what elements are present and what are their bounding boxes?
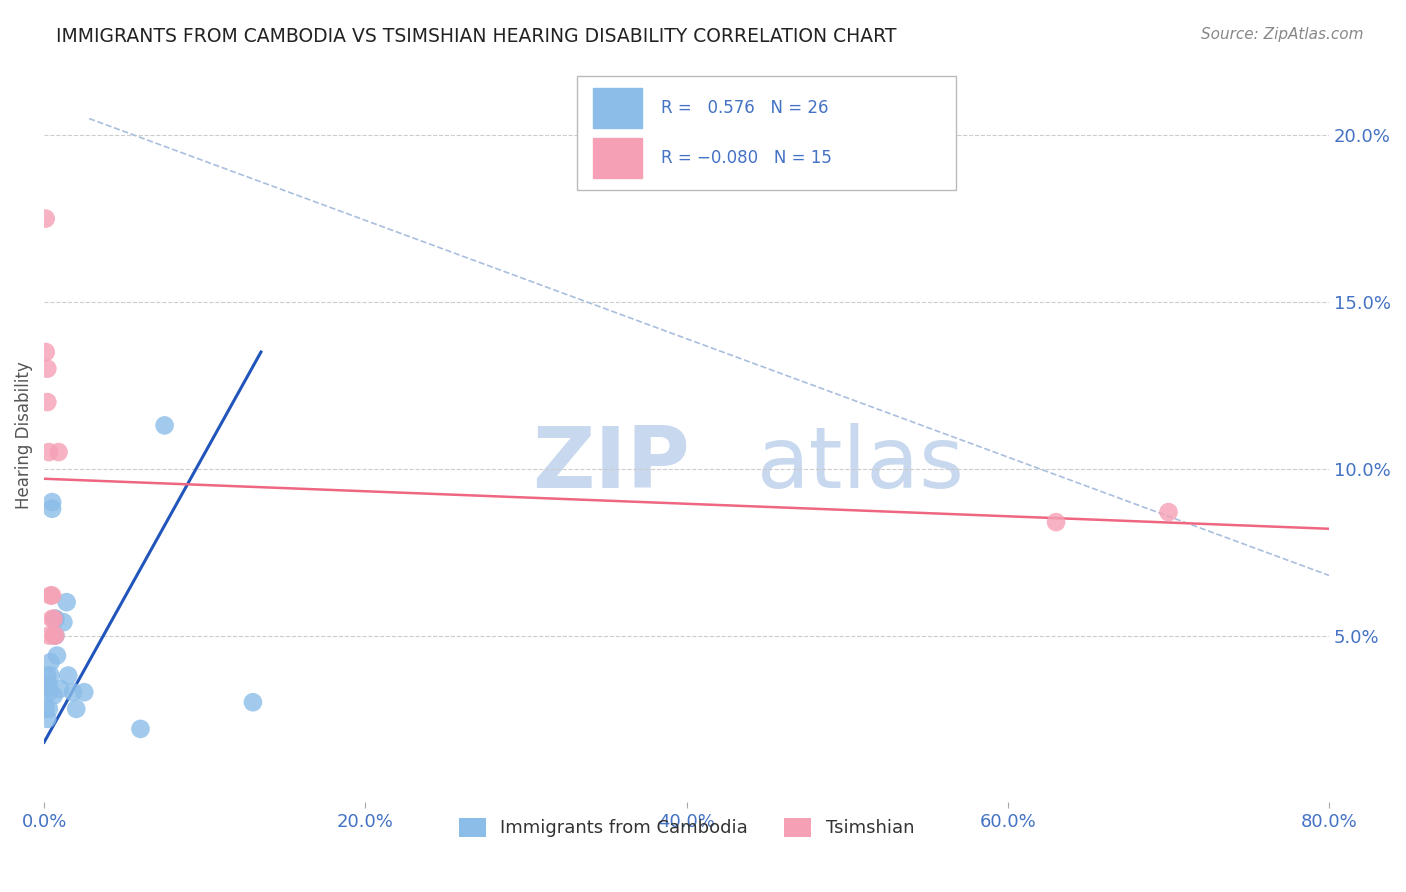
FancyBboxPatch shape [578, 76, 956, 190]
Point [242, 695, 264, 709]
Point [44, 612, 66, 626]
Point [38, 628, 60, 642]
Point [37, 361, 59, 376]
Point [35, 679, 58, 693]
Bar [593, 88, 641, 128]
Point [35, 702, 58, 716]
Point [38, 679, 60, 693]
Point [41, 501, 63, 516]
Point [42, 689, 65, 703]
Point [37, 712, 59, 726]
Point [55, 595, 77, 609]
Point [38, 702, 60, 716]
Point [44, 628, 66, 642]
Point [1045, 515, 1067, 529]
Point [65, 702, 87, 716]
Point [41, 495, 63, 509]
Point [39, 589, 62, 603]
Point [38, 445, 60, 459]
Point [73, 685, 96, 699]
Point [46, 648, 69, 663]
Point [41, 589, 63, 603]
Text: Source: ZipAtlas.com: Source: ZipAtlas.com [1201, 27, 1364, 42]
Point [35, 211, 58, 226]
Point [42, 628, 65, 642]
Point [1157, 505, 1180, 519]
Point [35, 345, 58, 359]
Point [52, 615, 75, 629]
Point [38, 685, 60, 699]
Bar [593, 138, 641, 178]
Point [44, 612, 66, 626]
Text: R =   0.576   N = 26: R = 0.576 N = 26 [661, 99, 828, 117]
Point [153, 418, 176, 433]
Text: IMMIGRANTS FROM CAMBODIA VS TSIMSHIAN HEARING DISABILITY CORRELATION CHART: IMMIGRANTS FROM CAMBODIA VS TSIMSHIAN HE… [56, 27, 897, 45]
Y-axis label: Hearing Disability: Hearing Disability [15, 361, 32, 509]
Point [39, 655, 62, 669]
Point [62, 685, 84, 699]
Point [49, 681, 72, 696]
Legend: Immigrants from Cambodia, Tsimshian: Immigrants from Cambodia, Tsimshian [451, 811, 921, 845]
Text: ZIP: ZIP [533, 423, 690, 507]
Point [48, 445, 70, 459]
Point [37, 395, 59, 409]
Point [41, 612, 63, 626]
Point [39, 668, 62, 682]
Text: R = −0.080   N = 15: R = −0.080 N = 15 [661, 149, 832, 167]
Point [37, 668, 59, 682]
Point [129, 722, 152, 736]
Point [44, 628, 66, 642]
Point [42, 612, 65, 626]
Point [58, 668, 80, 682]
Text: atlas: atlas [758, 423, 966, 507]
